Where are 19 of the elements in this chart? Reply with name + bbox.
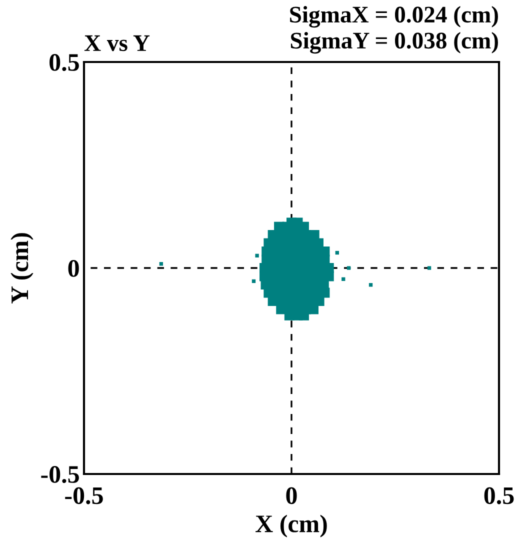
chart-title: X vs Y [84,35,150,52]
y-tick-label: 0.5 [50,54,79,72]
x-tick-label: 0 [286,487,297,504]
y-axis-title: Y (cm) [10,233,34,304]
point [159,262,164,266]
point [335,250,339,255]
point [427,266,432,270]
point [342,277,346,281]
text: SigmaY = 0.038 (cm) [290,32,498,54]
x-axis-title: X (cm) [256,514,327,538]
point [346,266,351,270]
point [368,283,373,287]
y-tick-label: -0.5 [41,466,79,484]
x-tick-label: -0.5 [65,487,103,504]
y-tick-label: 0 [68,260,79,277]
point [255,254,259,258]
x-tick-label: 0.5 [484,487,514,504]
text: SigmaX = 0.024 (cm) [290,6,498,28]
point [252,279,256,284]
